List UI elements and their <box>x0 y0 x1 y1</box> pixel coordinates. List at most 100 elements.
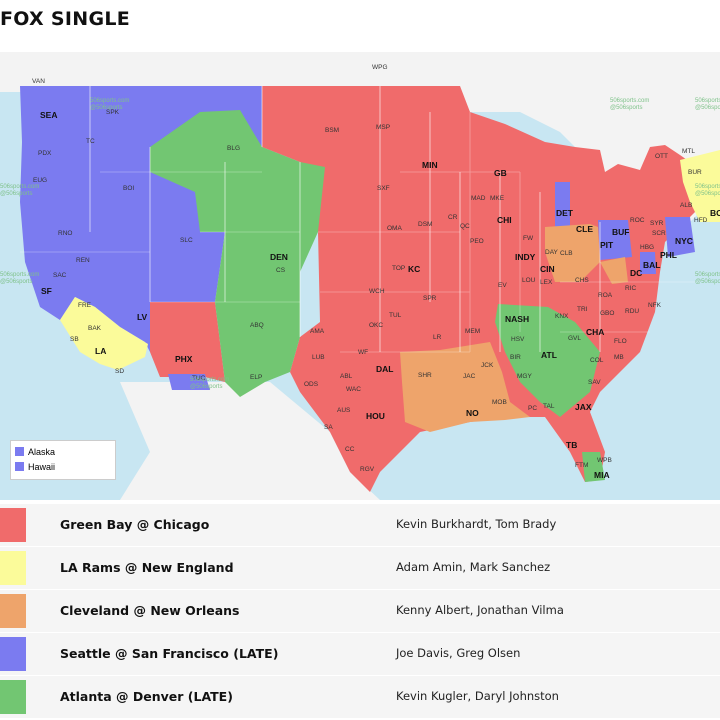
map-label-fre: FRE <box>78 302 91 309</box>
map-label-wpg: WPG <box>372 64 388 71</box>
legend-crew: Kevin Burkhardt, Tom Brady <box>396 517 557 531</box>
map-label-eug: EUG <box>33 177 48 184</box>
legend-game: LA Rams @ New England <box>60 560 234 575</box>
watermark: 506sports.com@506sports <box>90 98 130 111</box>
map-label-gb: GB <box>494 168 507 178</box>
map-label-ren: REN <box>76 257 90 264</box>
map-label-roc: ROC <box>630 217 645 224</box>
map-label-pc: PC <box>528 405 538 412</box>
map-label-det: DET <box>556 208 573 218</box>
map-label-gvl: GVL <box>568 335 582 342</box>
region-green-se <box>495 304 600 417</box>
alaska-swatch <box>15 447 24 456</box>
map-label-mtl: MTL <box>682 148 695 155</box>
map-label-clb: CLB <box>560 250 573 257</box>
watermark: 506sports.com@506sports <box>610 98 650 111</box>
map-label-peo: PEO <box>470 238 484 245</box>
map-label-bur: BUR <box>688 169 702 176</box>
map-label-tb: TB <box>566 440 578 450</box>
region-red-central <box>262 86 700 492</box>
region-green-mtn <box>150 110 325 397</box>
map-label-cr: CR <box>448 214 458 221</box>
map-label-syr: SYR <box>650 220 664 227</box>
legend-swatch-blue <box>0 637 26 671</box>
map-label-dsm: DSM <box>418 221 433 228</box>
map-label-sav: SAV <box>588 379 601 386</box>
map-label-hbg: HBG <box>640 244 655 251</box>
map-label-tri: TRI <box>577 306 588 313</box>
map-label-aus: AUS <box>337 407 351 414</box>
map-label-ods: ODS <box>304 381 319 388</box>
map-label-dc: DC <box>630 268 643 278</box>
map-label-jax: JAX <box>575 402 592 412</box>
map-label-cle: CLE <box>576 224 593 234</box>
map-label-nash: NASH <box>505 314 530 324</box>
map-label-ftm: FTM <box>575 462 589 469</box>
region-blue-nyc <box>665 217 695 257</box>
legend-row[interactable]: Atlanta @ Denver (LATE) Kevin Kugler, Da… <box>0 676 720 719</box>
map-label-spk: SPK <box>106 109 120 116</box>
region-blue-tucson <box>168 374 210 390</box>
map-label-chi: CHI <box>497 215 512 225</box>
map-label-abl: ABL <box>340 373 353 380</box>
map-label-den: DEN <box>270 252 288 262</box>
legend-game: Seattle @ San Francisco (LATE) <box>60 646 279 661</box>
legend-row[interactable]: Green Bay @ Chicago Kevin Burkhardt, Tom… <box>0 504 720 547</box>
map-label-jck: JCK <box>481 362 494 369</box>
map-label-ev: EV <box>498 282 507 289</box>
state-borders <box>89 86 601 352</box>
map-label-hfd: HFD <box>694 217 708 224</box>
map-label-roa: ROA <box>598 292 613 299</box>
map-label-spr: SPR <box>423 295 437 302</box>
map-label-sa: SA <box>324 424 333 431</box>
map-label-bal: BAL <box>643 260 661 270</box>
map-label-hou: HOU <box>366 411 385 421</box>
map-label-sf: SF <box>41 286 52 296</box>
legend-row[interactable]: Seattle @ San Francisco (LATE) Joe Davis… <box>0 633 720 676</box>
mexico-land <box>120 382 380 500</box>
map-label-min: MIN <box>422 160 438 170</box>
map-label-phx: PHX <box>175 354 193 364</box>
legend-swatch-orange <box>0 594 26 628</box>
region-green-mia <box>582 452 605 482</box>
map-label-buf: BUF <box>612 227 630 237</box>
map-label-abq: ABQ <box>250 322 264 329</box>
map-label-lub: LUB <box>312 354 325 361</box>
legend-row[interactable]: Cleveland @ New Orleans Kenny Albert, Jo… <box>0 590 720 633</box>
legend-game: Cleveland @ New Orleans <box>60 603 240 618</box>
watermark: 506sports.com@506sports <box>695 184 720 197</box>
map-label-lr: LR <box>433 334 442 341</box>
map-label-mad: MAD <box>471 195 486 202</box>
legend-crew: Kevin Kugler, Daryl Johnston <box>396 689 559 703</box>
map-label-sd: SD <box>115 368 125 375</box>
legend-swatch-red <box>0 508 26 542</box>
map-label-phl: PHL <box>660 250 677 260</box>
region-blue-bal <box>640 252 656 274</box>
canada-land <box>0 52 720 242</box>
map-label-indy: INDY <box>515 252 536 262</box>
map-label-cin: CIN <box>540 264 555 274</box>
map-label-blg: BLG <box>227 145 241 152</box>
map-label-okc: OKC <box>369 322 384 329</box>
map-label-ama: AMA <box>310 328 325 335</box>
map-label-scr: SCR <box>652 230 666 237</box>
legend-swatch-green <box>0 680 26 714</box>
map-label-jac: JAC <box>463 373 476 380</box>
page-title: FOX SINGLE <box>0 8 131 30</box>
map-label-slc: SLC <box>180 237 193 244</box>
map-label-fw: FW <box>523 235 534 242</box>
region-orange-pa <box>600 257 628 284</box>
map-label-wpb: WPB <box>597 457 612 464</box>
watermark: 506sports.com@506sports <box>695 272 720 285</box>
watermark: 506sports.com@506sports <box>0 184 40 197</box>
region-yellow-la <box>60 297 148 370</box>
map-label-rdu: RDU <box>625 308 640 315</box>
market-borders <box>20 112 700 353</box>
map-svg <box>0 52 720 500</box>
legend-row[interactable]: LA Rams @ New England Adam Amin, Mark Sa… <box>0 547 720 590</box>
coverage-map[interactable]: VAN WPG OTT MTL SEA SPK PDX TC EUG BOI R… <box>0 52 720 500</box>
map-label-msp: MSP <box>376 124 391 131</box>
inset-label: Hawaii <box>28 461 56 472</box>
map-label-ott: OTT <box>655 153 668 160</box>
inset-legend: Alaska Hawaii <box>10 440 116 480</box>
